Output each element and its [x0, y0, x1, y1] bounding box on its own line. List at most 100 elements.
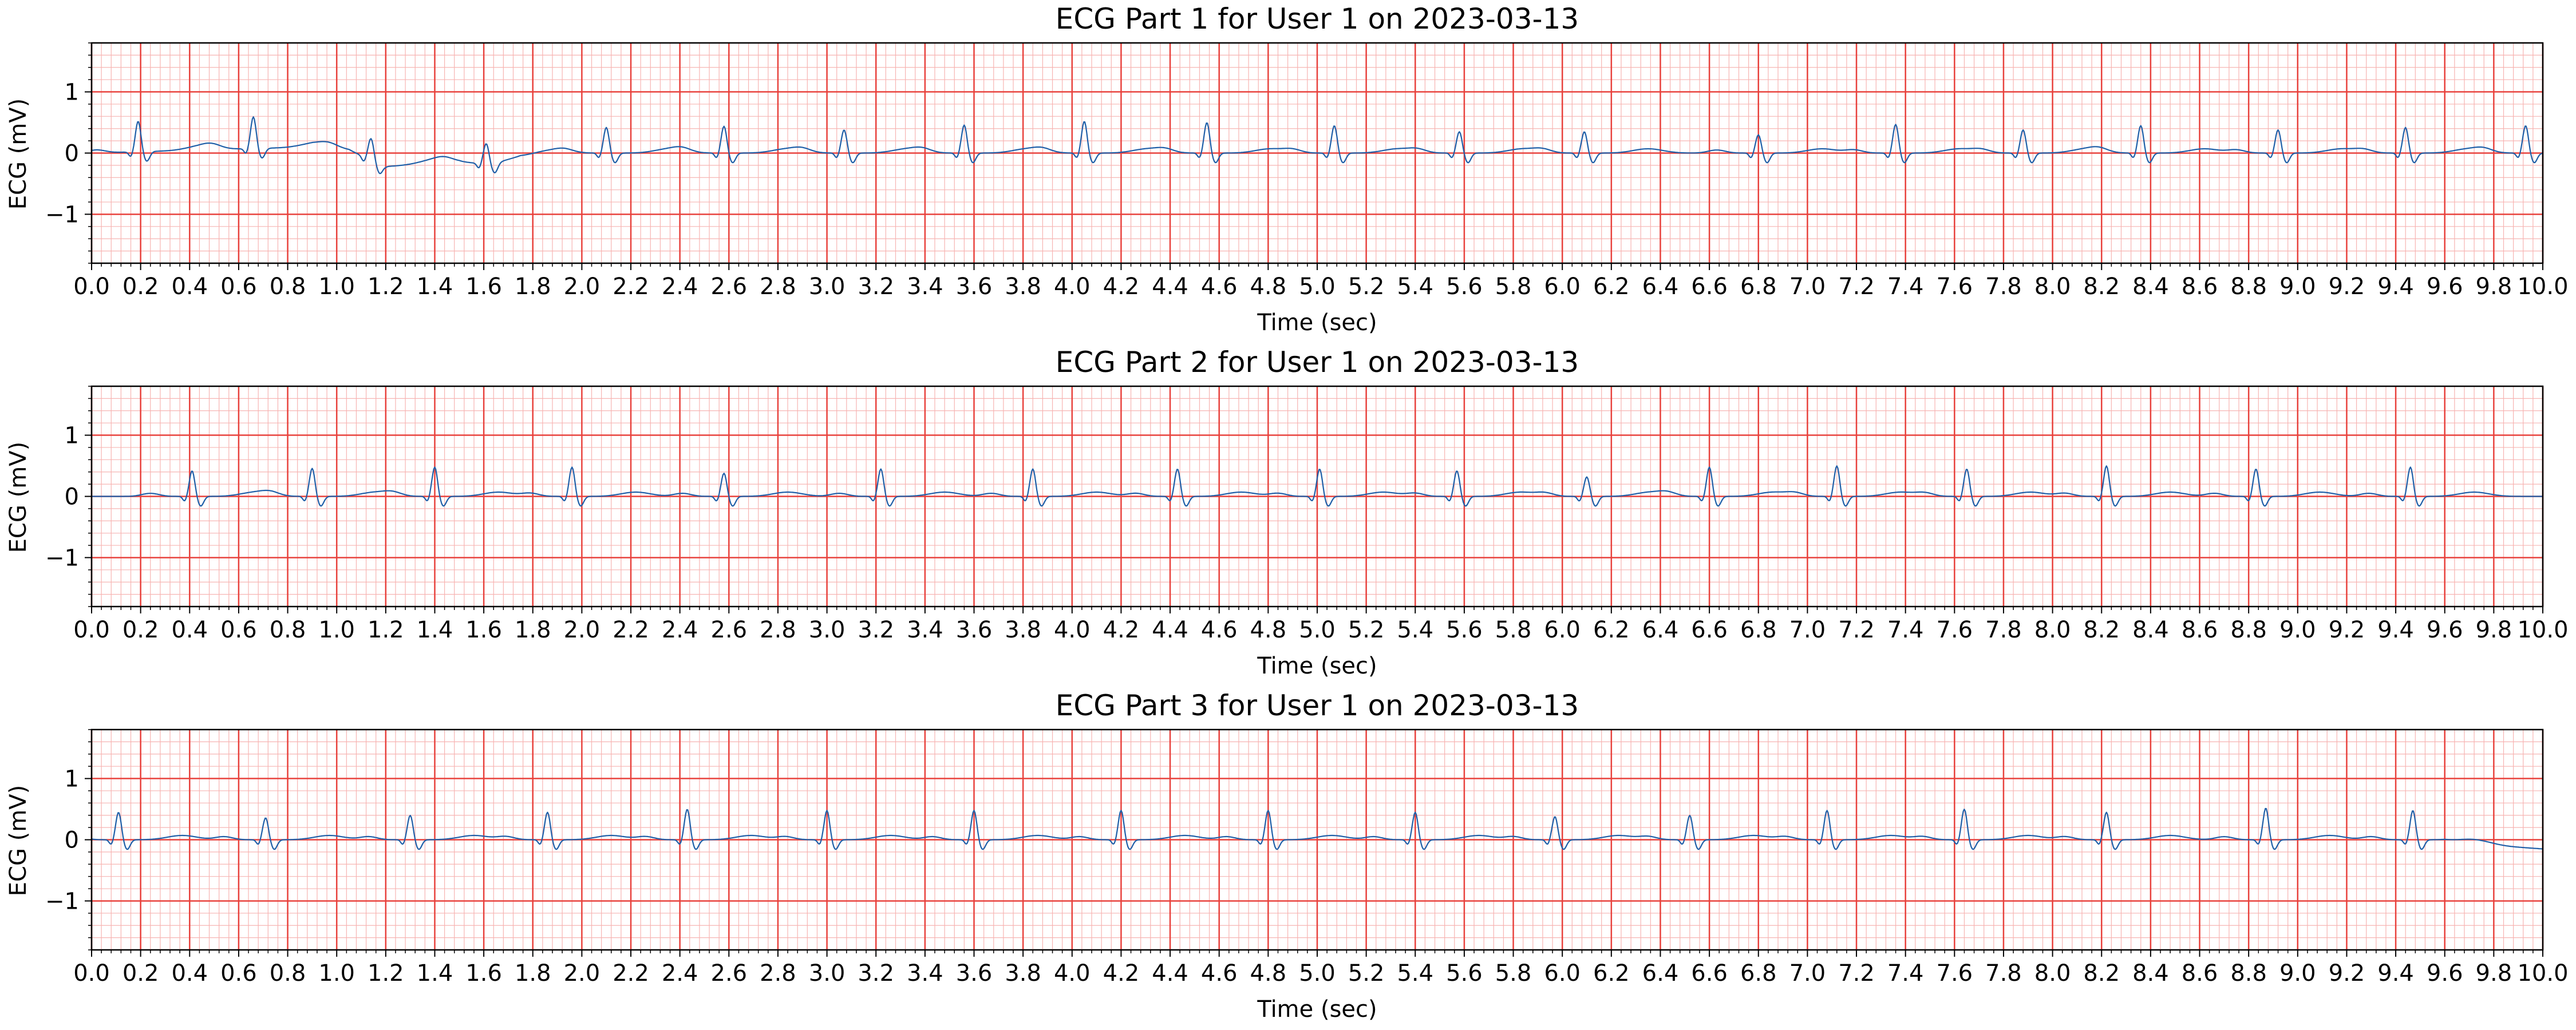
x-tick-label: 0.6: [220, 274, 257, 300]
x-tick-label: 8.6: [2182, 274, 2218, 300]
x-tick-label: 1.6: [465, 274, 502, 300]
y-tick-label: −1: [45, 201, 79, 228]
x-tick-label: 6.8: [1740, 274, 1777, 300]
x-tick-label: 8.0: [2034, 960, 2071, 987]
x-tick-label: 6.8: [1740, 617, 1777, 643]
x-axis-label: Time (sec): [1257, 996, 1377, 1023]
y-axis-label: ECG (mV): [5, 98, 31, 209]
x-tick-label: 1.8: [515, 960, 551, 987]
x-tick-label: 7.8: [1985, 274, 2022, 300]
x-tick-label: 0.2: [123, 960, 159, 987]
x-tick-label: 8.8: [2230, 617, 2267, 643]
x-tick-label: 7.6: [1937, 274, 1973, 300]
x-tick-label: 6.4: [1642, 617, 1679, 643]
y-tick-label: −1: [45, 545, 79, 571]
x-tick-label: 6.6: [1691, 617, 1728, 643]
x-tick-label: 3.8: [1005, 617, 1041, 643]
x-tick-label: 2.8: [760, 274, 796, 300]
x-tick-label: 10.0: [2517, 274, 2568, 300]
x-tick-label: 2.4: [662, 960, 698, 987]
x-tick-label: 7.8: [1985, 960, 2022, 987]
x-tick-label: 1.2: [368, 960, 404, 987]
x-tick-label: 8.4: [2132, 274, 2169, 300]
x-tick-label: 7.0: [1789, 960, 1826, 987]
x-tick-label: 3.2: [858, 617, 894, 643]
x-tick-label: 0.4: [171, 960, 208, 987]
x-tick-label: 4.6: [1201, 617, 1238, 643]
x-tick-label: 7.4: [1887, 274, 1924, 300]
y-tick-label: −1: [45, 888, 79, 914]
x-tick-label: 1.4: [417, 960, 453, 987]
x-tick-label: 5.8: [1495, 274, 1532, 300]
x-tick-label: 0.4: [171, 617, 208, 643]
x-tick-label: 5.0: [1299, 274, 1336, 300]
x-tick-label: 10.0: [2517, 617, 2568, 643]
x-tick-label: 3.4: [907, 274, 943, 300]
panel-title: ECG Part 2 for User 1 on 2023-03-13: [1056, 346, 1579, 379]
panel-title: ECG Part 1 for User 1 on 2023-03-13: [1056, 2, 1579, 35]
x-tick-label: 5.4: [1397, 960, 1433, 987]
x-tick-label: 4.2: [1103, 274, 1140, 300]
x-tick-label: 6.6: [1691, 960, 1728, 987]
x-tick-label: 0.0: [73, 960, 110, 987]
x-tick-label: 9.4: [2377, 274, 2414, 300]
x-tick-label: 3.4: [907, 617, 943, 643]
x-tick-label: 1.6: [465, 617, 502, 643]
y-axis-label: ECG (mV): [5, 785, 31, 896]
x-tick-label: 5.2: [1348, 617, 1385, 643]
x-tick-label: 6.0: [1544, 617, 1581, 643]
x-tick-label: 3.0: [809, 617, 846, 643]
x-tick-label: 7.0: [1789, 617, 1826, 643]
x-tick-label: 0.2: [123, 617, 159, 643]
x-tick-label: 5.0: [1299, 960, 1336, 987]
x-tick-label: 8.8: [2230, 960, 2267, 987]
x-tick-label: 7.2: [1838, 617, 1875, 643]
x-tick-label: 2.2: [613, 960, 649, 987]
x-tick-label: 6.0: [1544, 274, 1581, 300]
x-tick-label: 5.8: [1495, 960, 1532, 987]
x-tick-label: 6.4: [1642, 960, 1679, 987]
x-tick-label: 5.6: [1446, 274, 1483, 300]
x-tick-label: 1.0: [318, 617, 355, 643]
x-tick-label: 2.4: [662, 617, 698, 643]
x-tick-label: 2.8: [760, 617, 796, 643]
x-tick-label: 8.4: [2132, 617, 2169, 643]
ecg-trace-line: [91, 807, 2543, 850]
x-tick-label: 9.6: [2427, 960, 2463, 987]
ecg-trace-line: [91, 116, 2543, 175]
x-tick-label: 3.8: [1005, 274, 1041, 300]
x-tick-label: 6.6: [1691, 274, 1728, 300]
x-tick-label: 7.0: [1789, 274, 1826, 300]
x-tick-label: 4.2: [1103, 617, 1140, 643]
x-tick-label: 4.4: [1152, 617, 1188, 643]
x-tick-label: 4.6: [1201, 274, 1238, 300]
x-tick-label: 2.6: [711, 617, 748, 643]
x-tick-label: 2.0: [564, 960, 600, 987]
x-tick-label: 2.0: [564, 617, 600, 643]
x-tick-label: 7.6: [1937, 960, 1973, 987]
plot-area: 0.0 0.2 0.4 0.6 0.8 1.0 1.2 1.4 1.6 1.8 2.0 2.2 2.4 2…: [45, 42, 2569, 300]
x-tick-label: 4.4: [1152, 274, 1188, 300]
x-tick-label: 2.6: [711, 960, 748, 987]
x-tick-label: 8.6: [2182, 960, 2218, 987]
x-axis-label: Time (sec): [1257, 653, 1377, 679]
x-tick-label: 0.6: [220, 960, 257, 987]
x-tick-label: 1.4: [417, 617, 453, 643]
x-tick-label: 1.6: [465, 960, 502, 987]
x-tick-label: 3.6: [956, 960, 993, 987]
x-tick-label: 6.0: [1544, 960, 1581, 987]
x-tick-label: 2.2: [613, 274, 649, 300]
x-tick-label: 1.0: [318, 960, 355, 987]
x-tick-label: 7.8: [1985, 617, 2022, 643]
x-tick-label: 3.0: [809, 274, 846, 300]
x-tick-label: 2.0: [564, 274, 600, 300]
x-tick-label: 4.8: [1250, 960, 1287, 987]
x-tick-label: 9.8: [2476, 617, 2512, 643]
x-tick-label: 5.6: [1446, 960, 1483, 987]
x-tick-label: 7.2: [1838, 960, 1875, 987]
x-tick-label: 5.4: [1397, 617, 1433, 643]
x-tick-label: 7.6: [1937, 617, 1973, 643]
x-tick-label: 3.2: [858, 274, 894, 300]
x-tick-label: 9.6: [2427, 617, 2463, 643]
x-tick-label: 0.4: [171, 274, 208, 300]
